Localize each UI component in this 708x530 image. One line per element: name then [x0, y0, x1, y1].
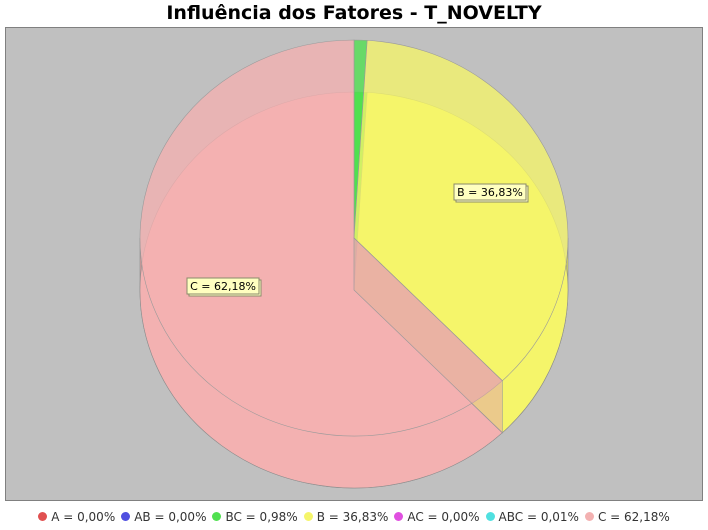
legend-item-bc: BC = 0,98%	[212, 510, 298, 524]
legend-label: AB = 0,00%	[134, 510, 207, 524]
legend-marker	[212, 512, 222, 521]
pie-inner-edge	[353, 237, 503, 434]
legend-marker	[394, 512, 404, 521]
legend-label: A = 0,00%	[51, 510, 116, 524]
slice-label-b: B = 36,83%	[453, 183, 529, 203]
pie-chart: B = 36,83% C = 62,18%	[139, 39, 569, 489]
legend-label: ABC = 0,01%	[498, 510, 579, 524]
legend-marker	[303, 512, 313, 521]
legend-item-abc: ABC = 0,01%	[485, 510, 579, 524]
legend-marker	[38, 512, 48, 521]
slice-label-c: C = 62,18%	[186, 277, 262, 297]
legend-label: B = 36,83%	[316, 510, 389, 524]
legend-item-b: B = 36,83%	[303, 510, 389, 524]
legend-item-c: C = 62,18%	[584, 510, 670, 524]
legend-item-ab: AB = 0,00%	[121, 510, 206, 524]
svg-text:B = 36,83%: B = 36,83%	[457, 186, 523, 199]
chart-title: Influência dos Fatores - T_NOVELTY	[166, 2, 542, 24]
legend-marker	[121, 512, 131, 521]
legend-label: C = 62,18%	[597, 510, 670, 524]
legend-item-a: A = 0,00%	[38, 510, 115, 524]
legend-marker	[584, 512, 594, 521]
legend-item-ac: AC = 0,00%	[394, 510, 480, 524]
svg-text:C = 62,18%: C = 62,18%	[190, 280, 256, 293]
legend-marker	[485, 512, 495, 521]
pie-slice-b[interactable]	[353, 40, 569, 382]
legend-label: BC = 0,98%	[225, 510, 298, 524]
legend-label: AC = 0,00%	[407, 510, 480, 524]
legend: A = 0,00% AB = 0,00% BC = 0,98% B = 36,83% A…	[0, 510, 708, 524]
